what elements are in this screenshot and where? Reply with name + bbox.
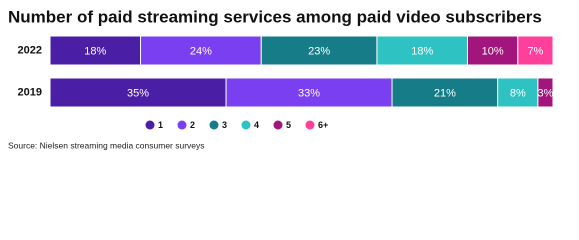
bar-segment — [537, 77, 554, 108]
data-label: 7% — [527, 45, 543, 57]
bar-segment — [49, 35, 142, 66]
data-label: 33% — [298, 87, 320, 99]
source-note: Source: Nielsen streaming media consumer… — [8, 140, 205, 150]
chart: Number of paid streaming services among … — [8, 7, 554, 150]
y-tick-label: 2019 — [18, 86, 42, 98]
data-label: 10% — [482, 45, 504, 57]
bar-segment — [260, 35, 378, 66]
legend-label: 5 — [286, 120, 291, 130]
data-label: 18% — [84, 45, 106, 57]
legend-swatch — [209, 120, 219, 130]
bar-segment — [391, 77, 499, 108]
legend-swatch — [273, 120, 283, 130]
data-label: 24% — [190, 45, 212, 57]
data-label: 3% — [538, 87, 554, 99]
bar-segment — [49, 77, 227, 108]
legend-label: 2 — [190, 120, 195, 130]
data-label: 8% — [510, 87, 526, 99]
legend-swatch — [241, 120, 251, 130]
data-label: 21% — [434, 87, 456, 99]
bar-segment — [466, 35, 519, 66]
bar-segment — [497, 77, 539, 108]
legend-label: 4 — [254, 120, 259, 130]
bar-segment — [225, 77, 393, 108]
legend-swatch — [145, 120, 155, 130]
legend-swatch — [305, 120, 315, 130]
legend-swatch — [177, 120, 187, 130]
y-tick-label: 2022 — [18, 44, 42, 56]
data-label: 35% — [127, 87, 149, 99]
legend-label: 1 — [158, 120, 163, 130]
legend-label: 6+ — [318, 120, 328, 130]
chart-title: Number of paid streaming services among … — [8, 7, 542, 26]
data-label: 18% — [411, 45, 433, 57]
data-label: 23% — [308, 45, 330, 57]
bar-segment — [517, 35, 554, 66]
bar-segment — [140, 35, 262, 66]
legend-label: 3 — [222, 120, 227, 130]
